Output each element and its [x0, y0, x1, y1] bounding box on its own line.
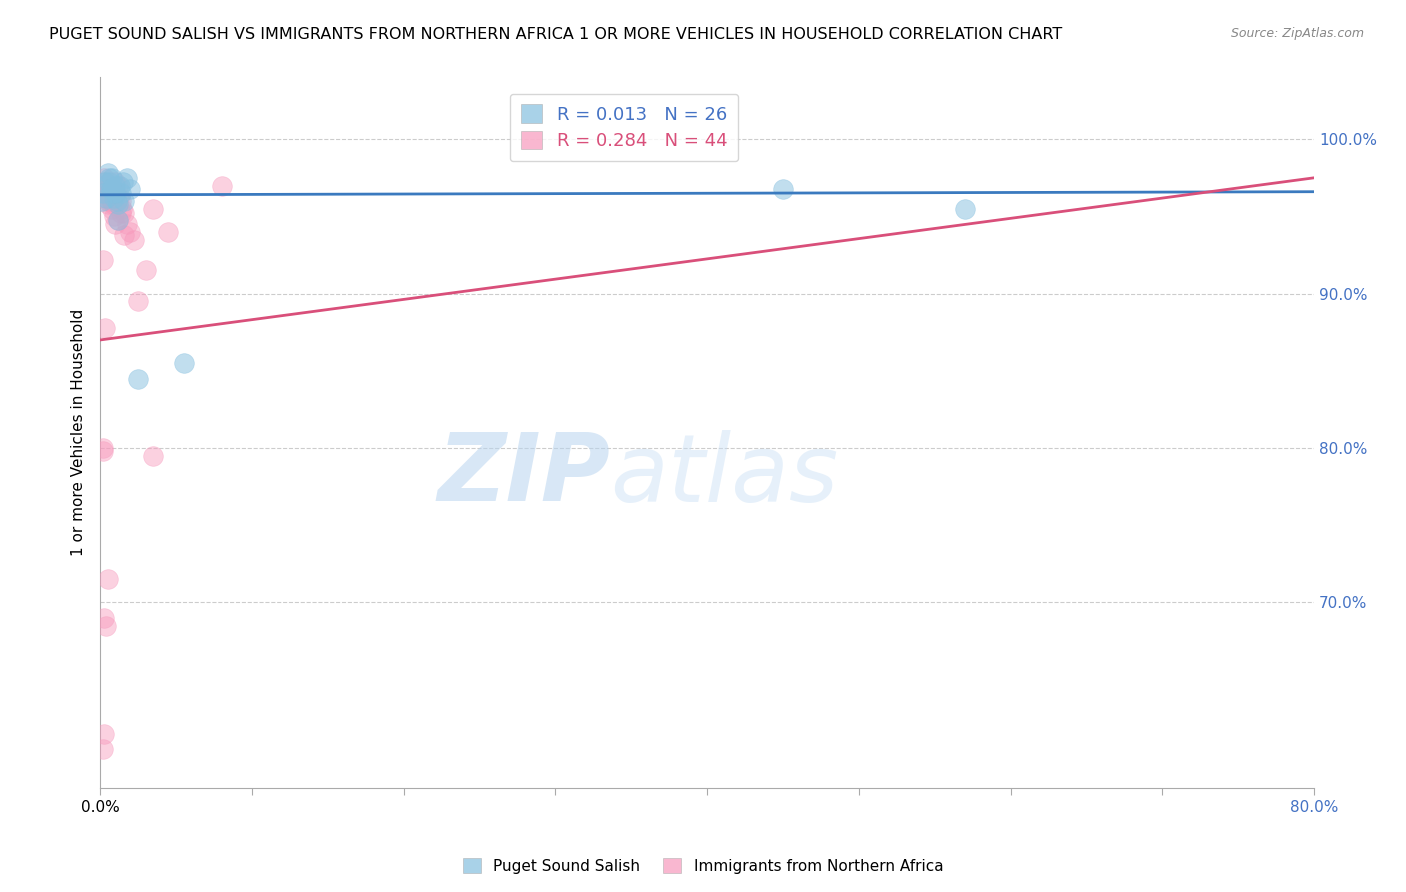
Point — [105, 186, 128, 201]
Point — [100, 181, 122, 195]
Legend: R = 0.013   N = 26, R = 0.284   N = 44: R = 0.013 N = 26, R = 0.284 N = 44 — [510, 94, 738, 161]
Point — [104, 186, 127, 201]
Point — [91, 252, 114, 267]
Point — [103, 176, 125, 190]
Point — [97, 572, 120, 586]
Point — [91, 178, 114, 193]
Point — [107, 212, 129, 227]
Point — [112, 206, 135, 220]
Y-axis label: 1 or more Vehicles in Household: 1 or more Vehicles in Household — [72, 309, 86, 557]
Point — [112, 194, 135, 208]
Point — [173, 356, 195, 370]
Point — [100, 194, 122, 208]
Point — [91, 441, 114, 455]
Text: PUGET SOUND SALISH VS IMMIGRANTS FROM NORTHERN AFRICA 1 OR MORE VEHICLES IN HOUS: PUGET SOUND SALISH VS IMMIGRANTS FROM NO… — [49, 27, 1063, 42]
Point — [107, 212, 129, 227]
Point — [103, 191, 125, 205]
Point — [104, 178, 127, 193]
Point — [117, 217, 139, 231]
Point — [142, 449, 165, 463]
Point — [94, 176, 117, 190]
Point — [91, 742, 114, 756]
Point — [91, 194, 114, 208]
Point — [93, 191, 115, 205]
Point — [120, 225, 142, 239]
Point — [97, 194, 120, 208]
Point — [110, 206, 132, 220]
Point — [111, 176, 134, 190]
Point — [120, 181, 142, 195]
Point — [97, 166, 120, 180]
Point — [107, 197, 129, 211]
Point — [91, 186, 114, 201]
Point — [108, 178, 131, 193]
Point — [117, 170, 139, 185]
Point — [93, 611, 115, 625]
Point — [157, 225, 180, 239]
Point — [97, 186, 120, 201]
Point — [93, 176, 115, 190]
Point — [107, 178, 129, 193]
Point — [101, 202, 124, 216]
Point — [101, 197, 124, 211]
Legend: Puget Sound Salish, Immigrants from Northern Africa: Puget Sound Salish, Immigrants from Nort… — [457, 852, 949, 880]
Point — [98, 191, 121, 205]
Text: ZIP: ZIP — [437, 429, 610, 521]
Point — [101, 181, 124, 195]
Text: atlas: atlas — [610, 430, 838, 521]
Point — [110, 194, 132, 208]
Point — [100, 194, 122, 208]
Point — [93, 444, 115, 458]
Point — [105, 194, 128, 208]
Point — [112, 227, 135, 242]
Point — [127, 294, 149, 309]
Point — [103, 210, 125, 224]
Point — [96, 618, 118, 632]
Point — [108, 191, 131, 205]
Point — [93, 170, 115, 185]
Point — [93, 320, 115, 334]
Point — [93, 727, 115, 741]
Point — [111, 202, 134, 216]
Point — [135, 263, 157, 277]
Point — [127, 371, 149, 385]
Point — [104, 217, 127, 231]
Point — [122, 233, 145, 247]
Point — [98, 170, 121, 185]
Point — [96, 191, 118, 205]
Point — [98, 176, 121, 190]
Text: Source: ZipAtlas.com: Source: ZipAtlas.com — [1230, 27, 1364, 40]
Point — [101, 170, 124, 185]
Point — [953, 202, 976, 216]
Point — [97, 197, 120, 211]
Point — [98, 186, 121, 201]
Point — [110, 186, 132, 201]
Point — [142, 202, 165, 216]
Point — [772, 181, 794, 195]
Point — [96, 181, 118, 195]
Point — [211, 178, 233, 193]
